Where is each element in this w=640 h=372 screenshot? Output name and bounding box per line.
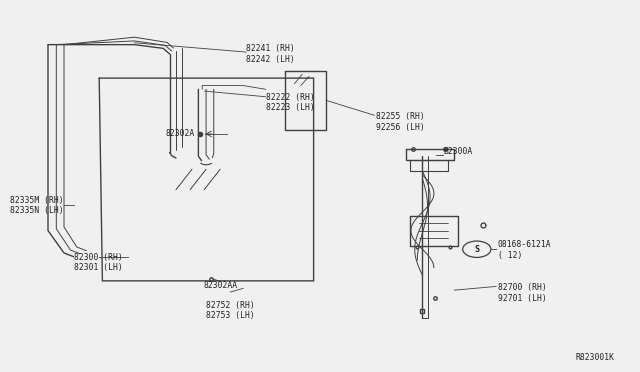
Text: 82222 (RH)
82223 (LH): 82222 (RH) 82223 (LH)	[266, 93, 314, 112]
Text: 82255 (RH)
92256 (LH): 82255 (RH) 92256 (LH)	[376, 112, 425, 132]
Text: S: S	[474, 245, 479, 254]
Text: 82752 (RH)
82753 (LH): 82752 (RH) 82753 (LH)	[206, 301, 255, 320]
Text: B2300A: B2300A	[444, 147, 473, 156]
Text: 82302A: 82302A	[165, 129, 195, 138]
Text: 82241 (RH)
82242 (LH): 82241 (RH) 82242 (LH)	[246, 44, 295, 64]
Text: 82335M (RH)
82335N (LH): 82335M (RH) 82335N (LH)	[10, 196, 63, 215]
Text: 82700 (RH)
92701 (LH): 82700 (RH) 92701 (LH)	[498, 283, 547, 303]
Text: R823001K: R823001K	[575, 353, 614, 362]
Text: 82302AA: 82302AA	[204, 281, 238, 290]
Text: 82300 (RH)
82301 (LH): 82300 (RH) 82301 (LH)	[74, 253, 122, 272]
Text: 08168-6121A
( 12): 08168-6121A ( 12)	[498, 240, 552, 260]
